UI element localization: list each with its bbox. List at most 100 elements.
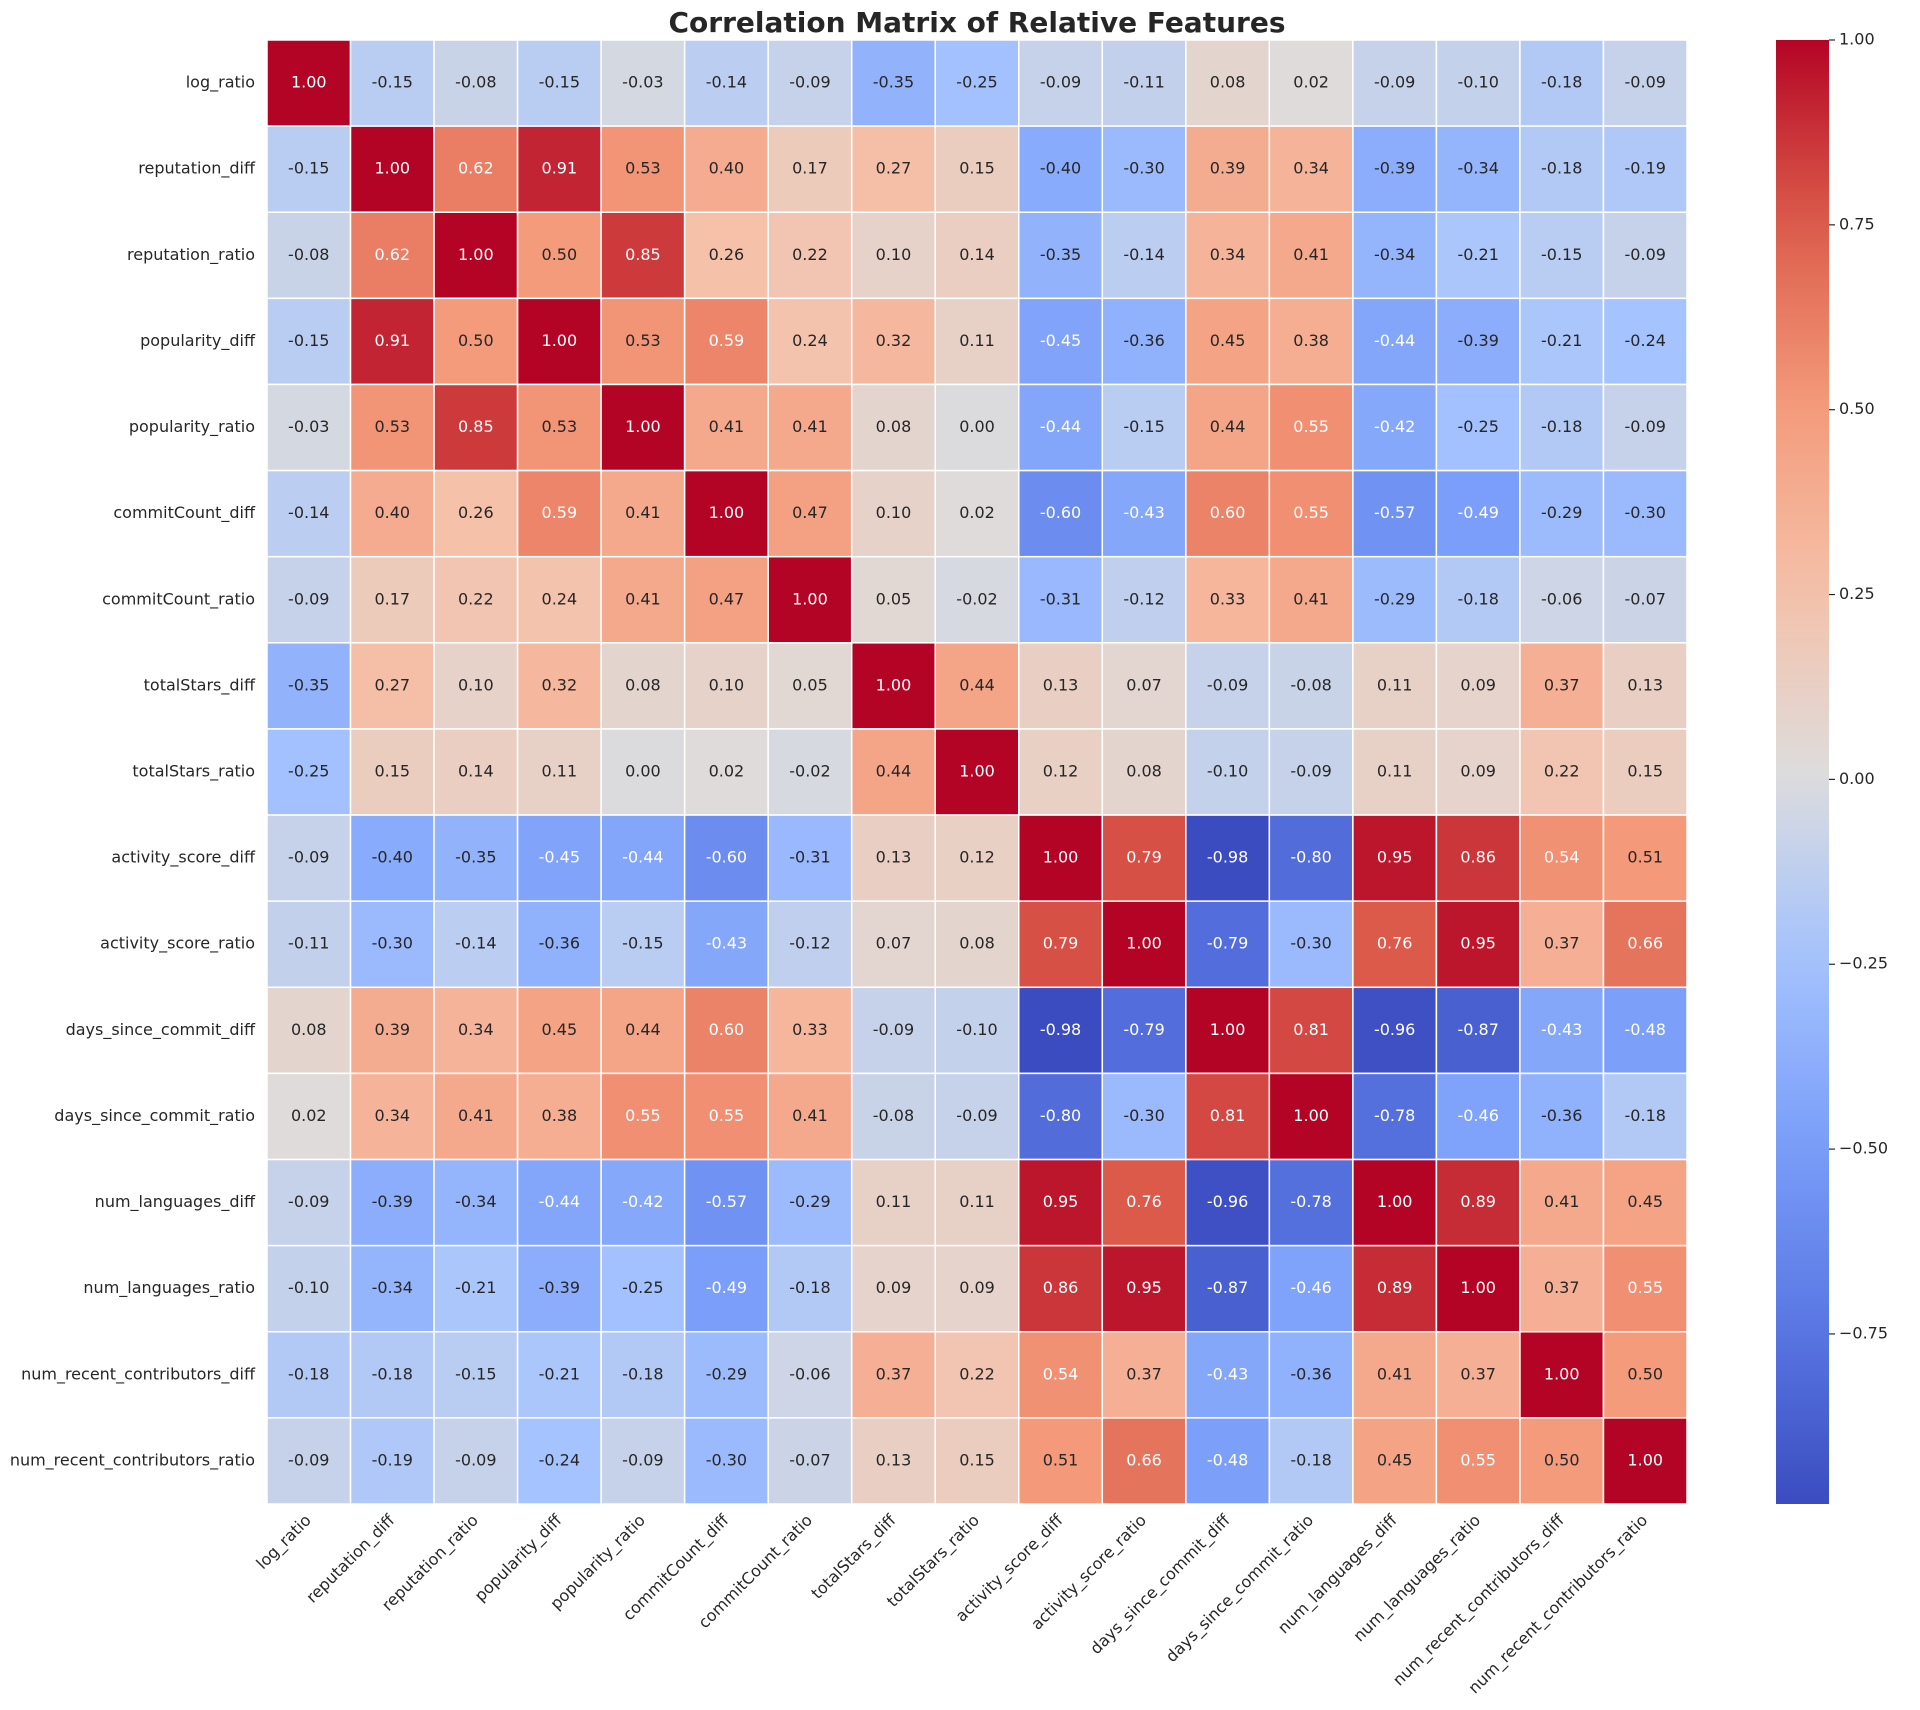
heatmap-cell <box>683 211 769 300</box>
cell-label: 0.50 <box>542 245 578 264</box>
heatmap-cell <box>934 383 1020 472</box>
cell-label: -0.36 <box>539 934 580 953</box>
cell-label: -0.34 <box>1457 159 1498 178</box>
heatmap-cell <box>1268 1417 1354 1505</box>
heatmap-cell <box>1352 383 1438 472</box>
heatmap-cell <box>1018 1331 1104 1419</box>
cell-label: -0.39 <box>1457 331 1498 350</box>
cell-label: 0.00 <box>625 762 661 781</box>
cell-label: -0.48 <box>1625 1020 1666 1039</box>
cell-label: -0.09 <box>288 1192 329 1211</box>
heatmap-cell <box>1519 1158 1605 1247</box>
heatmap-cell <box>1602 1158 1688 1247</box>
heatmap-cell <box>516 1331 602 1419</box>
cell-label: -0.25 <box>288 762 329 781</box>
cell-label: -0.43 <box>1541 1020 1582 1039</box>
y-tick-label: num_recent_contributors_ratio <box>10 1450 255 1470</box>
heatmap-cell <box>1602 211 1688 300</box>
cell-label: -0.10 <box>288 1278 329 1297</box>
cell-label: 0.53 <box>625 331 661 350</box>
heatmap-cell <box>1435 1158 1521 1247</box>
cell-label: 0.11 <box>959 331 995 350</box>
cell-label: -0.15 <box>1123 417 1164 436</box>
colorbar-tick-label: 0.75 <box>1839 214 1875 233</box>
cell-label: 0.13 <box>876 848 912 867</box>
cell-label: -0.18 <box>1625 1106 1666 1125</box>
heatmap-cell <box>349 1244 435 1333</box>
colorbar-tick-label: −0.50 <box>1839 1139 1888 1158</box>
y-tick-label: popularity_diff <box>140 331 256 351</box>
cell-label: 0.66 <box>1126 1450 1162 1469</box>
heatmap-cell <box>1352 1072 1438 1161</box>
heatmap-cell <box>349 297 435 386</box>
cell-label: -0.09 <box>1207 675 1248 694</box>
heatmap-cell <box>1101 1244 1187 1333</box>
heatmap-cell <box>683 1417 769 1505</box>
x-tick-label: days_since_commit_diff <box>1086 1510 1235 1659</box>
heatmap-cell <box>1602 1331 1688 1419</box>
cell-label: -0.09 <box>1625 245 1666 264</box>
cell-label: 0.02 <box>709 762 745 781</box>
heatmap-cell <box>934 211 1020 300</box>
cell-label: 0.22 <box>1544 762 1580 781</box>
cell-label: 0.76 <box>1377 934 1413 953</box>
cell-label: -0.79 <box>1123 1020 1164 1039</box>
cell-label: 0.81 <box>1210 1106 1246 1125</box>
heatmap-cell <box>1018 814 1104 902</box>
cell-label: -0.45 <box>539 848 580 867</box>
cell-label: -0.14 <box>1123 245 1164 264</box>
heatmap-cell <box>1602 555 1688 644</box>
cell-label: -0.18 <box>1457 589 1498 608</box>
cell-label: 0.45 <box>1210 331 1246 350</box>
cell-label: 0.44 <box>625 1020 661 1039</box>
cell-label: -0.09 <box>956 1106 997 1125</box>
cell-label: 0.44 <box>1210 417 1246 436</box>
heatmap-cell <box>934 900 1020 989</box>
cell-label: 0.11 <box>876 1192 912 1211</box>
cell-label: 0.95 <box>1043 1192 1079 1211</box>
cell-label: -0.49 <box>706 1278 747 1297</box>
heatmap-cell <box>1352 211 1438 300</box>
heatmap-cell <box>1018 728 1104 816</box>
heatmap-cell <box>266 125 352 213</box>
cell-label: 0.41 <box>1377 1364 1413 1383</box>
cell-label: 0.22 <box>959 1364 995 1383</box>
y-tick-label: num_languages_ratio <box>83 1278 255 1298</box>
cell-label: -0.30 <box>1290 934 1331 953</box>
heatmap-cell <box>1185 728 1271 816</box>
heatmap-cell <box>1435 728 1521 816</box>
cell-label: 0.05 <box>876 589 912 608</box>
cell-label: 1.00 <box>1210 1020 1246 1039</box>
heatmap-cell <box>266 1331 352 1419</box>
cell-label: -0.57 <box>1374 503 1415 522</box>
cell-label: -0.98 <box>1040 1020 1081 1039</box>
cell-label: 0.08 <box>959 934 995 953</box>
heatmap-cell <box>266 1244 352 1333</box>
heatmap-cell <box>266 986 352 1075</box>
y-tick-label: days_since_commit_diff <box>66 1020 256 1040</box>
heatmap-cell <box>683 1158 769 1247</box>
cell-label: -0.09 <box>1625 73 1666 92</box>
cell-label: 1.00 <box>542 331 578 350</box>
cell-label: 0.91 <box>374 331 410 350</box>
cell-label: -0.18 <box>372 1364 413 1383</box>
heatmap-cell <box>1435 814 1521 902</box>
cell-label: -0.09 <box>1040 73 1081 92</box>
y-tick-label: log_ratio <box>186 73 255 93</box>
cell-label: 0.17 <box>374 589 410 608</box>
y-tick-label: commitCount_diff <box>113 503 256 523</box>
cell-label: 0.89 <box>1460 1192 1496 1211</box>
cell-label: 0.17 <box>792 159 828 178</box>
heatmap-cell <box>850 1417 936 1505</box>
cell-label: 1.00 <box>792 589 828 608</box>
heatmap-cell <box>266 642 352 730</box>
cell-label: -0.06 <box>789 1364 830 1383</box>
cell-label: 0.09 <box>1460 762 1496 781</box>
heatmap-cell <box>516 986 602 1075</box>
cell-label: 0.02 <box>291 1106 327 1125</box>
heatmap-cell <box>1352 469 1438 558</box>
heatmap-cell <box>1602 1417 1688 1505</box>
heatmap-cell <box>934 469 1020 558</box>
heatmap-cell <box>683 39 769 127</box>
heatmap-cell <box>349 211 435 300</box>
